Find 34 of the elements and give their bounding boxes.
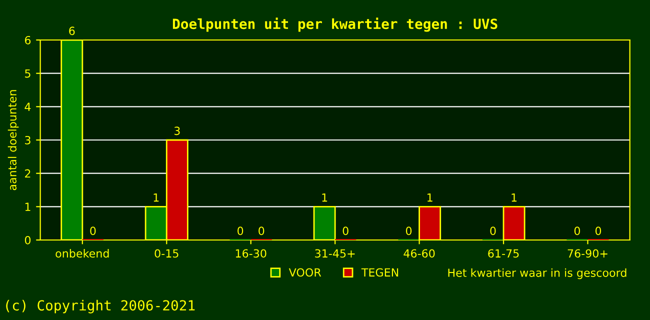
- y-tick-label: 0: [24, 236, 31, 244]
- legend-label: TEGEN: [361, 268, 398, 277]
- y-tick-label: 4: [24, 102, 31, 111]
- x-tick-label: 31-45+: [315, 249, 355, 258]
- x-tick-label: 76-90+: [568, 249, 608, 258]
- data-label: 1: [428, 193, 432, 202]
- data-label: 0: [238, 226, 244, 236]
- y-tick-label: 5: [25, 69, 30, 78]
- legend-label: VOOR: [288, 268, 322, 277]
- x-tick-label: 61-75: [488, 249, 519, 258]
- y-tick-label: 1: [25, 202, 30, 211]
- y-axis-title: aantal doelpunten: [8, 90, 19, 190]
- data-label: 1: [322, 193, 328, 202]
- x-tick-label: 0-15: [154, 249, 178, 258]
- data-label: 0: [258, 226, 264, 236]
- data-label: 0: [490, 226, 496, 236]
- data-label: 1: [512, 193, 517, 202]
- x-axis-title: Het kwartier waar in is gescoord: [448, 268, 626, 280]
- chart-title: Doelpunten uit per kwartier tegen : UVS: [172, 18, 498, 32]
- x-tick-label: 16-30: [236, 249, 266, 258]
- data-label: 0: [574, 226, 580, 236]
- data-label: 3: [174, 126, 180, 136]
- y-tick-label: 6: [24, 36, 31, 44]
- data-label: 0: [595, 226, 602, 236]
- y-tick-label: 3: [25, 136, 30, 144]
- data-label: 0: [90, 226, 96, 236]
- y-tick-label: 2: [25, 169, 30, 178]
- data-label: 1: [154, 193, 159, 202]
- x-tick-label: onbekend: [56, 249, 109, 258]
- text: (c) Copyright 2006-2021: [6, 300, 195, 314]
- data-label: 0: [406, 226, 412, 236]
- x-tick-label: 46-60: [404, 249, 435, 258]
- data-label: 6: [69, 26, 75, 36]
- data-label: 0: [342, 226, 348, 236]
